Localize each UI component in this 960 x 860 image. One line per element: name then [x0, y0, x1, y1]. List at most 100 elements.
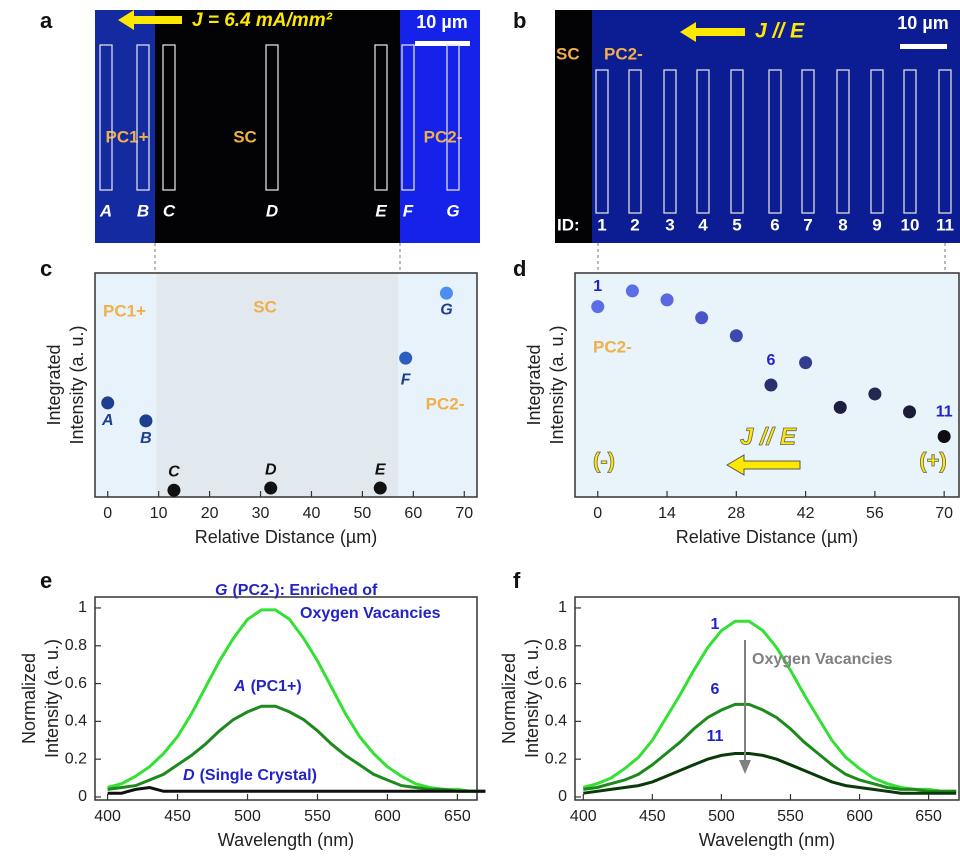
x-axis-title: Relative Distance (µm): [195, 527, 377, 547]
x-tick-label: 450: [639, 808, 666, 825]
roi-box: [628, 69, 642, 214]
id-label: ID:: [557, 215, 580, 234]
image-region: [400, 10, 480, 243]
x-tick-label: 550: [304, 808, 331, 825]
x-tick-label: 70: [455, 505, 473, 522]
x-tick-label: 42: [797, 505, 815, 522]
region: [95, 273, 157, 497]
pole-label: (-): [593, 448, 615, 473]
roi-label: C: [163, 201, 176, 220]
scale-bar-label: 10 µm: [416, 12, 467, 32]
pole-label: (+): [919, 448, 947, 473]
x-tick-label: 600: [846, 808, 873, 825]
data-point: [833, 400, 847, 414]
arrow-label: Oxygen Vacancies: [752, 651, 893, 668]
axes-frame: [574, 272, 960, 498]
roi-box: [938, 69, 952, 214]
panel-label: e: [40, 568, 52, 593]
x-tick-label: 50: [354, 505, 372, 522]
arrow: [680, 22, 745, 42]
panel-label: f: [513, 568, 521, 593]
x-tick-label: 500: [708, 808, 735, 825]
axes-frame: [574, 596, 960, 801]
roi-box: [374, 44, 388, 191]
roi-box: [696, 69, 710, 214]
axes-frame: [94, 596, 478, 801]
region: [156, 273, 399, 497]
scale-bar-label: 10 µm: [897, 13, 948, 33]
series-name: D: [183, 767, 195, 784]
region-label: PC2-: [424, 127, 463, 146]
y-tick-label: 0.6: [545, 675, 567, 692]
region-label: PC2-: [593, 337, 632, 356]
line-series: [107, 608, 486, 793]
roi-label: 7: [803, 215, 812, 234]
roi-box: [136, 44, 150, 191]
point-label: G: [440, 301, 452, 318]
series-label: 6: [711, 681, 720, 698]
y-tick-label: 0.2: [65, 750, 87, 767]
direction-label: J // E: [755, 20, 805, 43]
y-tick-label: 0.6: [65, 675, 87, 692]
data-point: [937, 430, 951, 444]
x-tick-label: 0: [593, 505, 602, 522]
region-label: PC2-: [604, 44, 643, 63]
roi-box: [730, 69, 744, 214]
y-tick-label: 0: [78, 788, 87, 805]
region-label: PC2-: [426, 394, 465, 413]
y-tick-label: 0.8: [65, 637, 87, 654]
y-axis-title: Intensity (a. u.): [67, 325, 87, 444]
data-point: [399, 351, 413, 365]
x-axis-title: Wavelength (nm): [218, 830, 354, 850]
data-point: [695, 311, 709, 325]
roi-label: 6: [770, 215, 779, 234]
annotation-text: (Single Crystal): [200, 767, 317, 784]
y-axis-title: Normalized: [19, 653, 39, 744]
point-label: 11: [936, 404, 953, 421]
roi-label: 5: [732, 215, 741, 234]
roi-box: [595, 69, 609, 214]
roi-box: [768, 69, 782, 214]
y-tick-label: 0.2: [545, 750, 567, 767]
data-point: [591, 300, 605, 314]
series-name: A: [233, 678, 246, 695]
x-tick-label: 500: [234, 808, 261, 825]
roi-label: G: [446, 201, 459, 220]
data-point: [868, 387, 882, 401]
point-label: A: [101, 412, 114, 429]
direction-label: J // E: [740, 423, 797, 450]
line-series: [107, 785, 486, 795]
series-label: 1: [711, 616, 720, 633]
region: [398, 273, 477, 497]
region-label: SC: [253, 297, 277, 316]
data-point: [764, 378, 778, 392]
x-tick-label: 400: [570, 808, 597, 825]
roi-box: [446, 44, 460, 191]
y-axis-title: Intensity (a. u.): [522, 639, 542, 758]
roi-label: 1: [597, 215, 606, 234]
panel-label: c: [40, 256, 52, 281]
series-annotation: G (PC2-): Enriched of: [215, 582, 378, 599]
y-tick-label: 1: [78, 599, 87, 616]
region-label: PC1+: [103, 301, 146, 320]
roi-box: [265, 44, 279, 191]
x-tick-label: 28: [727, 505, 745, 522]
region-label: PC1+: [106, 127, 149, 146]
roi-label: 9: [872, 215, 881, 234]
roi-box: [162, 44, 176, 191]
data-point: [167, 483, 181, 497]
annotation-text: (PC1+): [251, 678, 302, 695]
y-tick-label: 1: [558, 599, 567, 616]
series-label: 11: [707, 728, 724, 745]
roi-label: 3: [665, 215, 674, 234]
x-tick-label: 400: [94, 808, 121, 825]
image-region: [592, 10, 960, 243]
point-label: 1: [593, 278, 602, 295]
region-label: SC: [233, 127, 257, 146]
roi-label: 4: [698, 215, 708, 234]
x-tick-label: 60: [404, 505, 422, 522]
roi-box: [903, 69, 917, 214]
line-series: [107, 704, 486, 793]
